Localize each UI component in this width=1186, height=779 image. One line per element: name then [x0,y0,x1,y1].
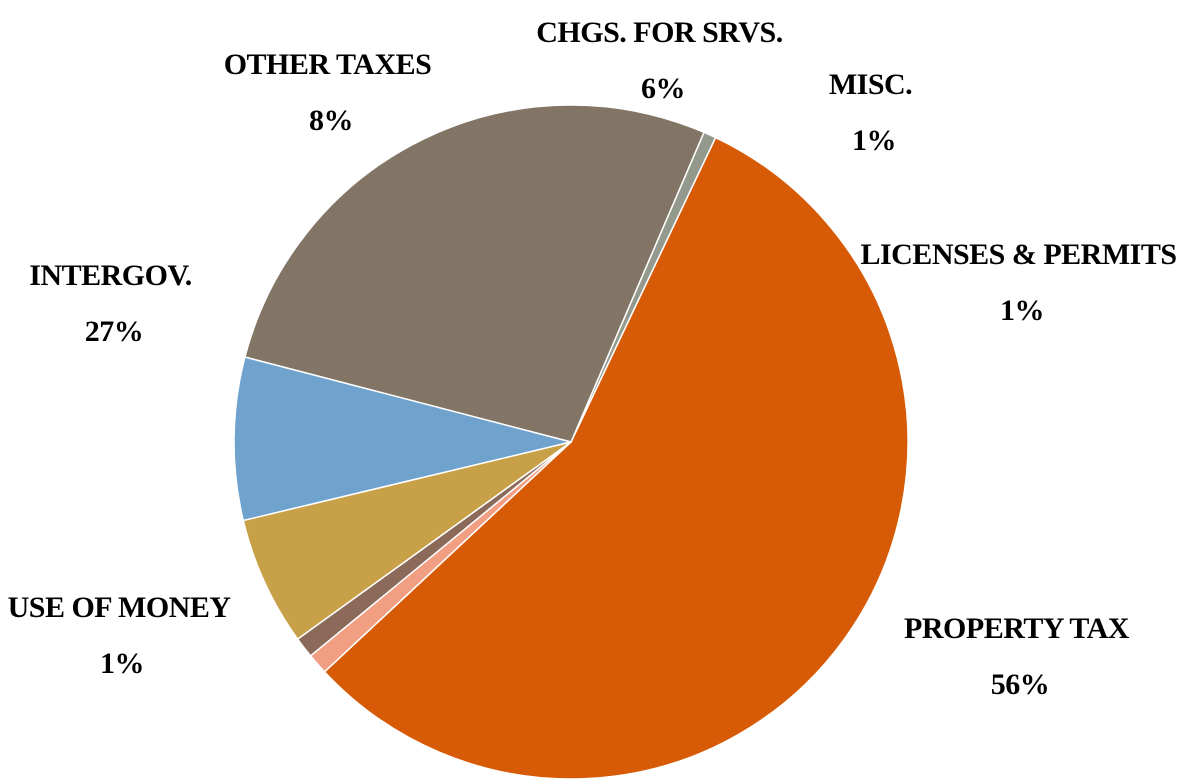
slice-other-taxes [233,356,572,522]
label-use-of-money-name: USE OF MONEY [8,591,232,624]
label-intergov-name: INTERGOV. [29,259,192,292]
slice-labels: PROPERTY TAX 56% USE OF MONEY 1% INTERGO… [8,16,1183,701]
label-misc: MISC. 1% [829,68,919,157]
label-chgs-for-srvs-name: CHGS. FOR SRVS. [536,16,783,49]
slice-chgs-for-srvs [242,441,572,641]
label-intergov: INTERGOV. 27% [29,259,199,348]
label-intergov-value: 27% [85,315,144,348]
label-property-tax-name: PROPERTY TAX [904,612,1130,645]
label-other-taxes-value: 8% [309,104,353,137]
label-property-tax-value: 56% [991,668,1050,701]
label-other-taxes-name: OTHER TAXES [224,48,432,81]
label-chgs-for-srvs: CHGS. FOR SRVS. 6% [536,16,790,105]
slice-property-tax [323,136,909,779]
slice-licenses-permits [309,441,572,673]
label-misc-value: 1% [852,124,896,157]
label-misc-name: MISC. [829,68,912,101]
slice-intergov [243,104,705,443]
label-licenses-permits: LICENSES & PERMITS 1% [860,238,1183,327]
pie-slices [233,104,909,779]
label-use-of-money: USE OF MONEY 1% [8,591,237,680]
label-use-of-money-value: 1% [100,647,144,680]
label-licenses-permits-name: LICENSES & PERMITS [860,238,1176,271]
label-other-taxes: OTHER TAXES 8% [224,48,439,137]
label-licenses-permits-value: 1% [1000,294,1044,327]
label-chgs-for-srvs-value: 6% [641,72,685,105]
label-property-tax: PROPERTY TAX 56% [904,612,1136,701]
